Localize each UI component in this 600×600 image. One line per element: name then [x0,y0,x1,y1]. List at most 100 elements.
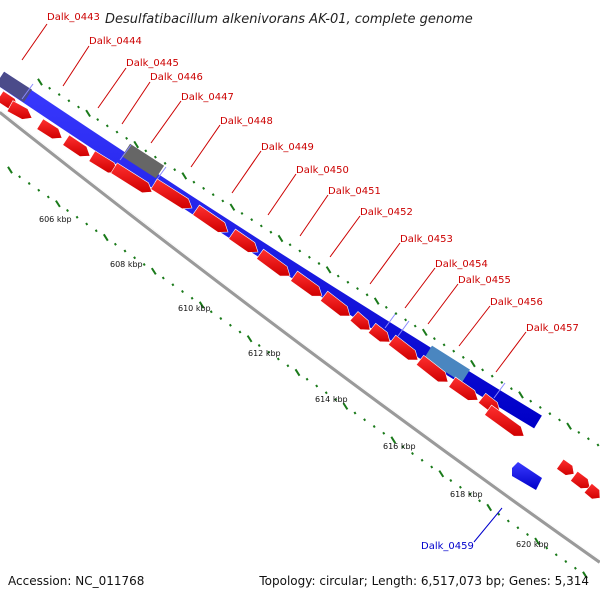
kbp-tick [342,402,349,410]
gene-label-dalk-0451[interactable]: Dalk_0451 [328,186,381,197]
kbp-tick [307,255,311,259]
reverse-gene-arrow[interactable] [256,248,291,277]
kbp-tick [257,343,261,348]
reverse-gene-arrow[interactable] [319,290,351,317]
reverse-strand-genes [0,90,600,500]
gene-label-dalk-0447[interactable]: Dalk_0447 [181,92,234,103]
gene-label-dalk-0459[interactable]: Dalk_0459 [421,541,474,552]
kbp-tick [432,337,436,341]
kbp-tick [356,287,359,291]
gene-label-dalk-0443[interactable]: Dalk_0443 [47,12,100,23]
kbp-tick [401,445,405,449]
gene-label-dalk-0457[interactable]: Dalk_0457 [526,323,579,334]
kbp-tick [470,359,476,368]
gene-label-dalk-0446[interactable]: Dalk_0446 [150,72,203,83]
reverse-gene-arrow[interactable] [6,100,33,120]
kbp-tick [566,422,572,430]
kbp-tick [554,553,558,557]
gene-dalk-0459[interactable] [512,462,542,490]
kbp-tick [442,343,446,347]
kbp-tick [181,172,188,180]
kbp-tick [229,203,236,211]
reverse-gene-arrow[interactable] [349,311,371,331]
kbp-tick [582,571,588,579]
reverse-gene-arrow[interactable] [150,178,193,210]
reverse-gene-arrow[interactable] [110,162,153,194]
kbp-tick [394,312,398,316]
reverse-gene-arrow[interactable] [556,458,575,476]
kbp-tick [413,324,417,328]
kbp-label: 608 kbp [110,260,143,269]
gene-label-dalk-0444[interactable]: Dalk_0444 [89,36,142,47]
kbp-tick [113,242,117,246]
kbp-tick [173,168,177,172]
kbp-tick [336,274,340,278]
kbp-tick [461,355,465,359]
kbp-tick [286,364,290,368]
kbp-tick [163,161,167,165]
kbp-tick [48,86,52,90]
kbp-tick [171,283,175,287]
gene-label-dalk-0456[interactable]: Dalk_0456 [490,297,543,308]
gene-label-dalk-0453[interactable]: Dalk_0453 [400,234,453,245]
kbp-tick [7,166,13,174]
kbp-tick [18,175,22,179]
gene-label-dalk-0455[interactable]: Dalk_0455 [458,275,511,286]
kbp-tick [123,249,127,253]
reverse-gene-arrow[interactable] [484,404,525,437]
kbp-tick [190,296,194,300]
reverse-gene-arrow[interactable] [228,228,259,253]
kbp-tick [353,411,357,415]
kbp-labels: 606 kbp 608 kbp 610 kbp 612 kbp 614 kbp … [39,215,549,549]
kbp-tick [294,368,301,377]
kbp-tick [516,526,520,530]
kbp-tick [411,451,414,456]
genome-backbone [0,110,600,564]
gene-dalk-0455[interactable] [423,345,471,383]
reverse-gene-arrow[interactable] [448,376,479,401]
kbp-tick [438,470,445,478]
kbp-tick [221,199,225,203]
kbp-tick [115,130,119,134]
gene-dalk-0446[interactable] [121,143,165,179]
reverse-gene-arrow[interactable] [367,322,391,343]
kbp-tick [94,229,98,233]
gene-dalk-0443[interactable] [0,71,33,103]
gene-label-dalk-0445[interactable]: Dalk_0445 [126,58,179,69]
kbp-tick [27,181,31,186]
reverse-gene-arrow[interactable] [36,118,63,140]
kbp-tick [421,328,428,337]
kbp-tick [198,301,205,309]
gene-label-dalk-0452[interactable]: Dalk_0452 [360,207,413,218]
kbp-tick [564,559,568,564]
kbp-tick [267,350,271,354]
reverse-gene-arrow[interactable] [569,470,591,489]
kbp-tick [577,430,581,434]
kbp-tick [144,149,148,153]
gene-label-dalk-0454[interactable]: Dalk_0454 [435,259,488,270]
kbp-tick [246,335,253,343]
kbp-tick [240,211,244,215]
gene-label-dalk-0450[interactable]: Dalk_0450 [296,165,349,176]
kbp-tick [545,546,549,550]
kbp-tick [219,316,223,321]
reverse-gene-arrow[interactable] [415,354,449,383]
kbp-tick [420,458,424,462]
kbp-tick [384,305,388,309]
kbp-tick [324,391,328,395]
kbp-tick [161,276,165,280]
reverse-gene-arrow[interactable] [192,204,229,233]
kbp-tick [449,478,453,483]
gene-label-dalk-0448[interactable]: Dalk_0448 [220,116,273,127]
kbp-tick [363,418,367,422]
kbp-tick [458,485,462,489]
kbp-label: 618 kbp [450,490,483,499]
reverse-gene-arrow[interactable] [387,334,419,361]
reverse-gene-arrow[interactable] [290,270,323,297]
kbp-tick [153,155,157,159]
kbp-tick [37,78,43,86]
kbp-tick [596,443,600,447]
reverse-gene-arrow[interactable] [62,134,91,157]
gene-label-dalk-0449[interactable]: Dalk_0449 [261,142,314,153]
kbp-ticks [7,78,600,579]
